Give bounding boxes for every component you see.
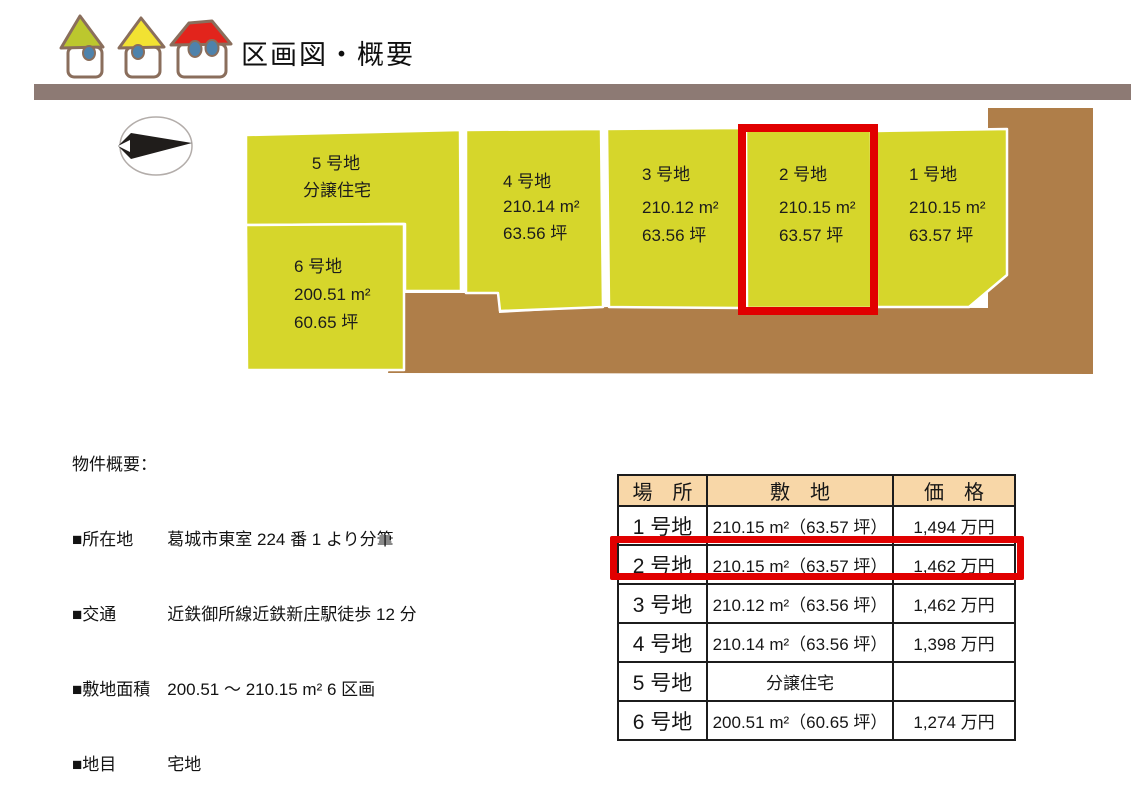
lot-cell: 分譲住宅 — [706, 661, 894, 702]
overview-title: 物件概要： — [72, 455, 157, 474]
parcel-4-label: 4 号地 — [503, 172, 551, 191]
window-dot — [82, 45, 96, 61]
overview-line: ■敷地面積 200.51 ～ 210.15 m² 6 区画 — [72, 680, 376, 699]
parcel-2-shape — [744, 127, 874, 310]
parcel-3-shape — [605, 126, 744, 310]
parcel-3-area-tsubo: 63.56 坪 — [642, 226, 706, 245]
price-cell: 1,398 万円 — [892, 622, 1016, 663]
place-cell: 5 号地 — [617, 661, 708, 702]
place-cell: 6 号地 — [617, 700, 708, 741]
price-cell — [892, 661, 1016, 702]
parcel-1-area-tsubo: 63.57 坪 — [909, 226, 973, 245]
parcel-2-area-tsubo: 63.57 坪 — [779, 226, 843, 245]
compass-icon — [118, 116, 193, 176]
parcel-5-note: 分譲住宅 — [303, 181, 371, 200]
price-cell: 1,274 万円 — [892, 700, 1016, 741]
house-icon-green — [59, 14, 105, 79]
parcel-1-label: 1 号地 — [909, 165, 957, 184]
table-row: 3 号地 210.12 m²（63.56 坪） 1,462 万円 — [617, 583, 1016, 624]
parcel-2-area-m2: 210.15 m² — [779, 198, 856, 217]
parcel-3-area-m2: 210.12 m² — [642, 198, 719, 217]
property-overview: 物件概要： ■所在地 葛城市東室 224 番 1 より分筆 ■交通 近鉄御所線近… — [72, 402, 417, 800]
price-cell: 1,462 万円 — [892, 583, 1016, 624]
parcel-6-area-tsubo: 60.65 坪 — [294, 313, 358, 332]
header-lot: 敷 地 — [706, 474, 894, 507]
table-row: 1 号地 210.15 m²（63.57 坪） 1,494 万円 — [617, 505, 1016, 546]
place-cell: 1 号地 — [617, 505, 708, 546]
map-highlight-box — [738, 124, 878, 315]
parcel-5-label: 5 号地 — [312, 154, 360, 173]
lot-cell: 210.14 m²（63.56 坪） — [706, 622, 894, 663]
table-row: 6 号地 200.51 m²（60.65 坪） 1,274 万円 — [617, 700, 1016, 741]
header-price: 価 格 — [892, 474, 1016, 507]
page-title: 区画図・概要 — [241, 40, 415, 70]
parcel-6-label: 6 号地 — [294, 257, 342, 276]
table-header-row: 場 所 敷 地 価 格 — [617, 474, 1016, 507]
parcel-4-area-tsubo: 63.56 坪 — [503, 224, 567, 243]
header-place: 場 所 — [617, 474, 708, 507]
parcel-6-area-m2: 200.51 m² — [294, 285, 371, 304]
overview-line: ■所在地 葛城市東室 224 番 1 より分筆 — [72, 530, 394, 549]
header-divider-bar — [34, 84, 1131, 100]
lot-cell: 210.15 m²（63.57 坪） — [706, 505, 894, 546]
houses-logo — [59, 14, 233, 79]
table-row: 4 号地 210.14 m²（63.56 坪） 1,398 万円 — [617, 622, 1016, 663]
parcel-4-shape — [464, 127, 605, 313]
table-row-highlighted: 2 号地 210.15 m²（63.57 坪） 1,462 万円 — [617, 544, 1016, 585]
price-cell: 1,494 万円 — [892, 505, 1016, 546]
price-cell: 1,462 万円 — [892, 544, 1016, 585]
window-dot — [187, 40, 203, 58]
place-cell: 4 号地 — [617, 622, 708, 663]
road-shape — [388, 108, 1093, 374]
window-dot — [204, 39, 220, 57]
parcel-3-label: 3 号地 — [642, 165, 690, 184]
lot-cell: 210.12 m²（63.56 坪） — [706, 583, 894, 624]
parcel-6-shape — [244, 222, 406, 372]
north-arrow — [118, 133, 192, 159]
overview-line: ■地目 宅地 — [72, 755, 202, 774]
lot-cell: 200.51 m²（60.65 坪） — [706, 700, 894, 741]
house-icon-red — [169, 19, 233, 79]
place-cell: 3 号地 — [617, 583, 708, 624]
window-dot — [131, 44, 145, 60]
parcel-2-label: 2 号地 — [779, 165, 827, 184]
place-cell: 2 号地 — [617, 544, 708, 585]
parcel-1-area-m2: 210.15 m² — [909, 198, 986, 217]
overview-line: ■交通 近鉄御所線近鉄新庄駅徒歩 12 分 — [72, 605, 417, 624]
table-row: 5 号地 分譲住宅 — [617, 661, 1016, 702]
parcel-1-shape — [874, 127, 1009, 309]
parcel-4-area-m2: 210.14 m² — [503, 197, 580, 216]
price-table: 場 所 敷 地 価 格 1 号地 210.15 m²（63.57 坪） 1,49… — [617, 474, 1016, 741]
house-icon-yellow — [117, 16, 166, 79]
lot-cell: 210.15 m²（63.57 坪） — [706, 544, 894, 585]
